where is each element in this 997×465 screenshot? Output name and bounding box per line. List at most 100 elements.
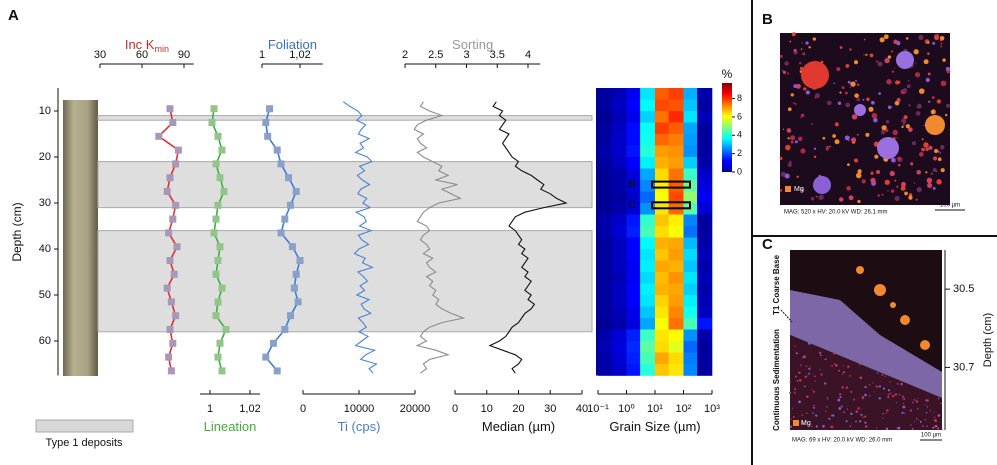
heatmap-cell: [598, 237, 612, 250]
profile-marker: [216, 174, 224, 182]
particle: [807, 372, 810, 375]
particle: [866, 97, 870, 101]
particle: [811, 426, 813, 428]
particle: [895, 402, 897, 404]
particle: [871, 112, 878, 119]
particle: [850, 137, 857, 143]
particle: [865, 53, 868, 56]
particle: [928, 145, 933, 150]
x-tick-label: 30: [94, 49, 106, 61]
particle: [893, 67, 896, 69]
particle: [915, 111, 921, 116]
profile-marker: [214, 353, 222, 361]
particle: [897, 426, 901, 430]
heatmap-cell: [640, 226, 656, 238]
profile-line: [342, 101, 378, 374]
particle: [839, 91, 842, 94]
particle: [887, 55, 892, 59]
particle: [815, 425, 818, 428]
particle: [801, 414, 804, 416]
profile-line: [488, 101, 568, 374]
heatmap-cell: [598, 329, 612, 342]
particle: [904, 412, 906, 414]
heatmap-cell: [697, 203, 713, 215]
particle: [874, 284, 886, 296]
particle: [937, 157, 942, 162]
particle: [814, 380, 816, 382]
annotation-label: C: [628, 200, 635, 211]
particle: [918, 88, 925, 94]
heatmap-cell: [640, 134, 656, 146]
particle: [853, 398, 855, 401]
particle: [782, 70, 787, 75]
heatmap-cell: [683, 329, 698, 342]
heatmap-cell: [668, 272, 684, 284]
heatmap-cell: [697, 306, 713, 319]
particle: [863, 38, 866, 41]
particle: [795, 103, 797, 105]
particle: [849, 48, 852, 51]
particle: [914, 72, 921, 78]
heatmap-cell: [640, 329, 656, 342]
colorbar-tick-label: 4: [737, 130, 742, 140]
heatmap-cell: [626, 329, 641, 342]
profile-marker: [167, 367, 175, 375]
heatmap-cell: [683, 260, 698, 273]
heatmap-cell: [611, 214, 627, 227]
particle: [870, 171, 874, 175]
profile-marker: [172, 312, 180, 320]
particle: [791, 407, 793, 409]
particle: [837, 101, 842, 105]
heatmap-cell: [683, 157, 698, 169]
heatmap-cell: [611, 168, 627, 181]
particle: [919, 151, 924, 157]
heatmap-cell: [611, 364, 627, 376]
particle: [936, 427, 940, 430]
heatmap-cell: [640, 341, 656, 353]
profile-marker: [290, 284, 298, 292]
particle: [855, 79, 857, 82]
particle: [878, 397, 882, 400]
heatmap-cell: [640, 260, 656, 273]
particle: [861, 396, 865, 400]
particle: [903, 398, 906, 400]
particle: [813, 147, 817, 150]
particle: [900, 315, 910, 325]
particle: [893, 39, 898, 44]
heatmap-cell: [697, 191, 713, 204]
particle: [898, 393, 901, 396]
heatmap-cell: [598, 352, 612, 365]
x-tick-label: 10: [481, 403, 493, 415]
title-text: Inc K: [125, 37, 155, 52]
profile-marker: [277, 229, 285, 237]
particle: [918, 34, 924, 41]
heatmap-cell: [626, 352, 641, 365]
x-axis-title: Ti (cps): [338, 419, 381, 434]
particle: [904, 191, 908, 196]
profile-marker: [169, 119, 177, 126]
panel-label: A: [8, 7, 19, 24]
heatmap-cell: [598, 272, 612, 284]
particle: [812, 390, 815, 393]
particle: [806, 412, 808, 414]
particle: [880, 130, 886, 135]
particle: [808, 46, 811, 49]
profile-marker: [170, 270, 178, 278]
profile-marker: [277, 160, 285, 168]
particle: [829, 145, 831, 148]
particle: [805, 395, 809, 398]
heatmap-cell: [683, 88, 698, 100]
heatmap-cell: [626, 122, 641, 135]
x-tick-label: 0: [452, 403, 458, 415]
particle: [856, 97, 861, 102]
particle: [827, 100, 832, 106]
particle: [928, 100, 931, 103]
profile-marker: [214, 298, 222, 306]
particle: [890, 157, 896, 163]
profile-line: [413, 101, 466, 374]
particle: [799, 364, 802, 367]
particle: [849, 86, 852, 89]
particle: [939, 151, 942, 154]
profile-marker: [214, 132, 222, 140]
